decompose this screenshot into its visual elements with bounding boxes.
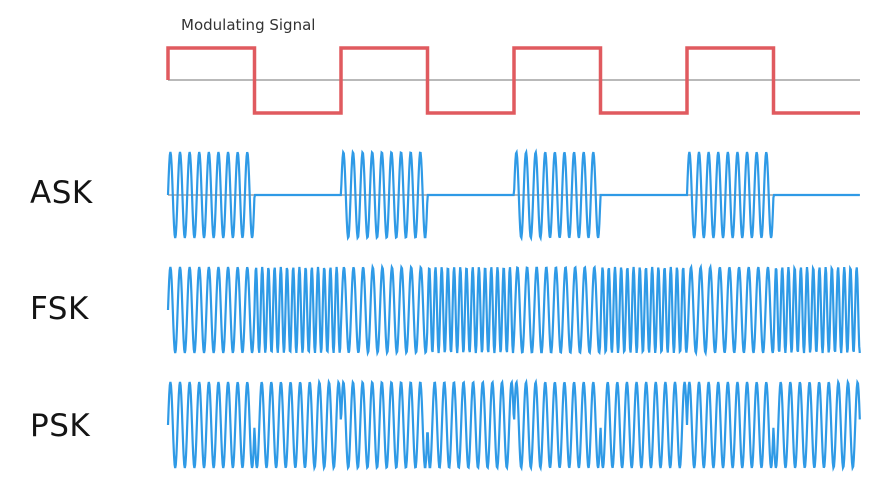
psk-waveform [166, 378, 861, 472]
fsk-label: FSK [30, 291, 89, 327]
ask-label: ASK [30, 175, 93, 211]
ask-waveform [166, 148, 860, 242]
psk-label: PSK [30, 408, 91, 444]
modulating-signal-title: Modulating Signal [181, 16, 316, 34]
fsk-waveform [166, 263, 861, 357]
modulating-signal [166, 46, 860, 115]
